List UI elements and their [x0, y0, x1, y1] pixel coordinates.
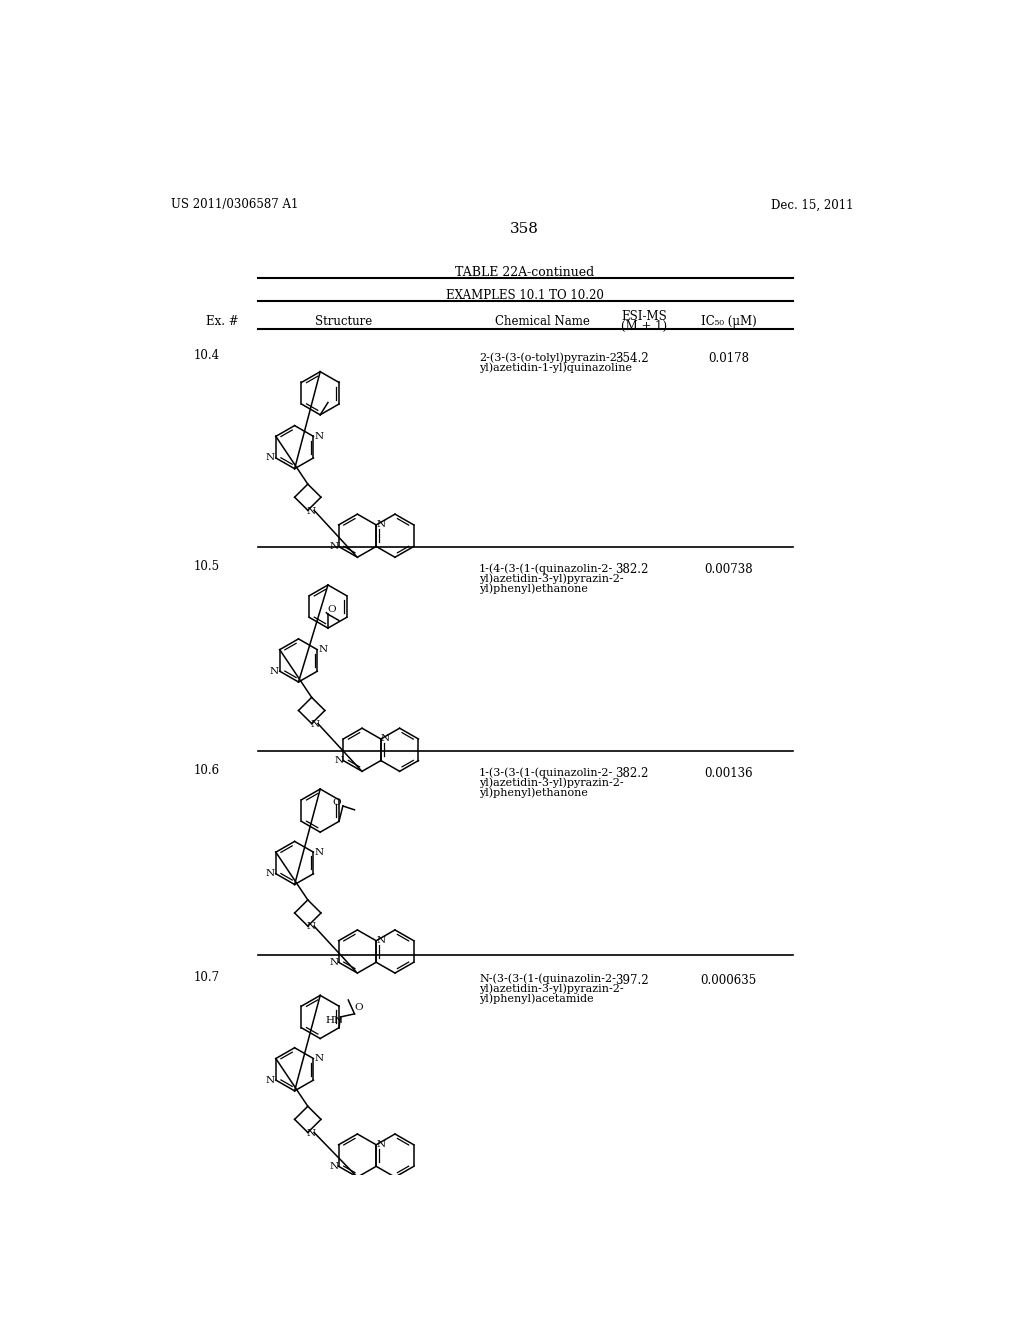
Text: N: N — [376, 1140, 385, 1150]
Text: O: O — [355, 1003, 364, 1012]
Text: 10.4: 10.4 — [194, 350, 220, 363]
Text: 0.00136: 0.00136 — [705, 767, 753, 780]
Text: N: N — [330, 543, 339, 550]
Text: TABLE 22A-continued: TABLE 22A-continued — [456, 267, 594, 280]
Text: N: N — [266, 870, 275, 878]
Text: 1-(3-(3-(1-(quinazolin-2-: 1-(3-(3-(1-(quinazolin-2- — [479, 767, 613, 777]
Text: Chemical Name: Chemical Name — [496, 315, 590, 329]
Text: HN: HN — [326, 1016, 343, 1026]
Text: N: N — [266, 1076, 275, 1085]
Text: N: N — [306, 1129, 315, 1138]
Text: O: O — [328, 605, 336, 614]
Text: N: N — [306, 923, 315, 932]
Text: 10.6: 10.6 — [194, 764, 220, 777]
Text: EXAMPLES 10.1 TO 10.20: EXAMPLES 10.1 TO 10.20 — [445, 289, 604, 301]
Text: N: N — [306, 507, 315, 516]
Text: 0.0178: 0.0178 — [709, 352, 750, 366]
Text: N: N — [376, 936, 385, 945]
Text: 397.2: 397.2 — [615, 974, 648, 987]
Text: yl)azetidin-3-yl)pyrazin-2-: yl)azetidin-3-yl)pyrazin-2- — [479, 573, 624, 583]
Text: US 2011/0306587 A1: US 2011/0306587 A1 — [171, 198, 298, 211]
Text: N: N — [381, 734, 390, 743]
Text: 0.000635: 0.000635 — [700, 974, 757, 987]
Text: yl)azetidin-3-yl)pyrazin-2-: yl)azetidin-3-yl)pyrazin-2- — [479, 983, 624, 994]
Text: N: N — [314, 432, 324, 441]
Text: N: N — [334, 756, 343, 766]
Text: 2-(3-(3-(o-tolyl)pyrazin-2-: 2-(3-(3-(o-tolyl)pyrazin-2- — [479, 352, 621, 363]
Text: yl)azetidin-1-yl)quinazoline: yl)azetidin-1-yl)quinazoline — [479, 363, 632, 374]
Text: IC₅₀ (μM): IC₅₀ (μM) — [700, 315, 757, 329]
Text: 354.2: 354.2 — [615, 352, 648, 366]
Text: N: N — [314, 847, 324, 857]
Text: N: N — [330, 958, 339, 966]
Text: N: N — [310, 719, 319, 729]
Text: yl)phenyl)acetamide: yl)phenyl)acetamide — [479, 994, 594, 1005]
Text: Structure: Structure — [314, 315, 372, 329]
Text: N-(3-(3-(1-(quinazolin-2-: N-(3-(3-(1-(quinazolin-2- — [479, 974, 616, 985]
Text: O: O — [333, 797, 341, 807]
Text: 382.2: 382.2 — [615, 767, 648, 780]
Text: (M + 1): (M + 1) — [622, 321, 668, 333]
Text: ESI-MS: ESI-MS — [622, 310, 667, 323]
Text: yl)phenyl)ethanone: yl)phenyl)ethanone — [479, 583, 588, 594]
Text: 0.00738: 0.00738 — [705, 564, 753, 577]
Text: yl)phenyl)ethanone: yl)phenyl)ethanone — [479, 788, 588, 799]
Text: yl)azetidin-3-yl)pyrazin-2-: yl)azetidin-3-yl)pyrazin-2- — [479, 777, 624, 788]
Text: 10.5: 10.5 — [194, 561, 220, 573]
Text: Ex. #: Ex. # — [206, 315, 239, 329]
Text: N: N — [269, 667, 279, 676]
Text: N: N — [314, 1055, 324, 1063]
Text: N: N — [330, 1162, 339, 1171]
Text: Dec. 15, 2011: Dec. 15, 2011 — [771, 198, 854, 211]
Text: 10.7: 10.7 — [194, 970, 220, 983]
Text: N: N — [318, 645, 328, 655]
Text: 358: 358 — [510, 222, 540, 235]
Text: N: N — [376, 520, 385, 529]
Text: 1-(4-(3-(1-(quinazolin-2-: 1-(4-(3-(1-(quinazolin-2- — [479, 564, 613, 574]
Text: 382.2: 382.2 — [615, 564, 648, 577]
Text: N: N — [266, 454, 275, 462]
